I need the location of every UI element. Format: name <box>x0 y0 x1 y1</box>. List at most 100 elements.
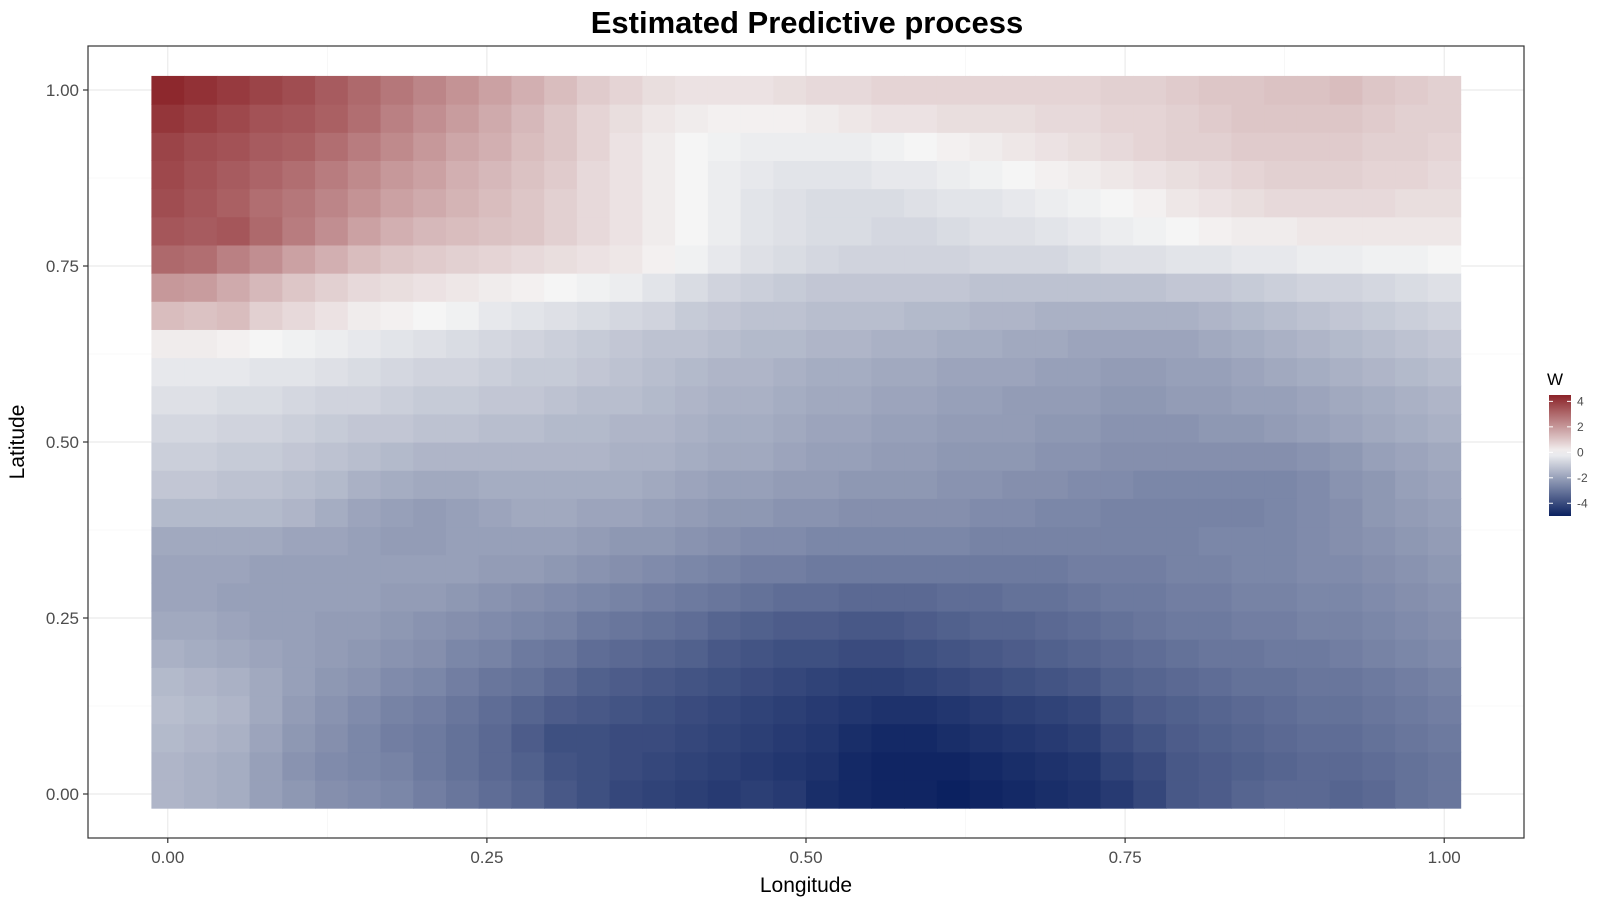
heatmap-cell <box>1296 582 1331 612</box>
heatmap-cell <box>1002 188 1036 218</box>
heatmap-cell <box>707 779 742 809</box>
heatmap-cell <box>445 779 480 809</box>
heatmap-cell <box>904 667 938 697</box>
heatmap-cell <box>871 639 905 668</box>
heatmap-cell <box>1035 104 1069 133</box>
heatmap-cell <box>1362 385 1396 415</box>
heatmap-cell <box>707 160 742 190</box>
heatmap-cell <box>413 667 447 697</box>
heatmap-cell <box>773 273 807 302</box>
heatmap-cell <box>1035 610 1069 640</box>
heatmap-cell <box>347 582 382 612</box>
heatmap-cell <box>1264 582 1298 612</box>
heatmap-cell <box>315 413 349 443</box>
heatmap-cell <box>1329 413 1363 443</box>
heatmap-cell <box>1427 498 1462 528</box>
heatmap-cell <box>1002 104 1036 133</box>
heatmap-cell <box>1067 751 1102 781</box>
heatmap-cell <box>806 470 840 499</box>
heatmap-cell <box>806 244 840 274</box>
heatmap-cell <box>838 301 873 330</box>
heatmap-cell <box>151 160 185 190</box>
heatmap-cell <box>936 723 971 753</box>
heatmap-cell <box>1231 188 1265 218</box>
heatmap-cell <box>478 160 513 190</box>
heatmap-cell <box>1133 104 1167 133</box>
heatmap-cell <box>1362 723 1396 753</box>
heatmap-cell <box>511 160 545 190</box>
heatmap-cell <box>1296 779 1331 809</box>
heatmap-cell <box>249 244 283 274</box>
heatmap-cell <box>151 329 185 359</box>
heatmap-cell <box>413 413 447 443</box>
heatmap-cell <box>609 639 643 668</box>
heatmap-cell <box>936 301 971 330</box>
heatmap-cell <box>1002 639 1036 668</box>
heatmap-cell <box>216 413 251 443</box>
heatmap-cell <box>1264 104 1298 133</box>
heatmap-cell <box>1362 132 1396 161</box>
heatmap-cell <box>969 216 1003 246</box>
heatmap-cell <box>707 554 742 584</box>
heatmap-cell <box>806 216 840 246</box>
heatmap-cell <box>1395 751 1429 781</box>
heatmap-cell <box>838 329 873 359</box>
heatmap-cell <box>642 216 676 246</box>
heatmap-cell <box>1067 132 1102 161</box>
y-tick-label: 0.25 <box>46 609 79 628</box>
heatmap-cell <box>969 244 1003 274</box>
heatmap-cell <box>1296 610 1331 640</box>
heatmap-cell <box>609 132 643 161</box>
heatmap-cell <box>1067 357 1102 387</box>
heatmap-cell <box>1427 301 1462 330</box>
heatmap-cell <box>936 610 971 640</box>
heatmap-cell <box>740 751 774 781</box>
heatmap-cell <box>1002 244 1036 274</box>
heatmap-cell <box>1002 413 1036 443</box>
heatmap-cell <box>904 413 938 443</box>
heatmap-cell <box>1231 554 1265 584</box>
heatmap-cell <box>1427 413 1462 443</box>
heatmap-cell <box>1100 751 1134 781</box>
x-tick-label: 0.75 <box>1109 848 1142 867</box>
heatmap-cell <box>609 273 643 302</box>
heatmap-cell <box>1231 751 1265 781</box>
heatmap-cell <box>151 498 185 528</box>
heatmap-cell <box>642 639 676 668</box>
heatmap-cell <box>576 610 611 640</box>
heatmap-cell <box>478 695 513 725</box>
heatmap-cell <box>773 470 807 499</box>
heatmap-cell <box>969 132 1003 161</box>
heatmap-cell <box>315 751 349 781</box>
y-axis: 0.00 0.25 0.50 0.75 1.00 <box>46 81 88 804</box>
heatmap-cell <box>1133 498 1167 528</box>
heatmap-cell <box>1362 779 1396 809</box>
heatmap-cell <box>1231 273 1265 302</box>
heatmap-cell <box>478 301 513 330</box>
heatmap-cell <box>806 104 840 133</box>
heatmap-cell <box>1100 498 1134 528</box>
heatmap-cell <box>1166 273 1200 302</box>
heatmap-cell <box>1002 610 1036 640</box>
heatmap-cell <box>478 751 513 781</box>
heatmap-cell <box>576 751 611 781</box>
heatmap-cell <box>838 779 873 809</box>
heatmap-cell <box>1067 554 1102 584</box>
heatmap-cell <box>871 695 905 725</box>
heatmap-cell <box>707 667 742 697</box>
heatmap-cell <box>969 301 1003 330</box>
heatmap-cell <box>511 301 545 330</box>
heatmap-cell <box>707 244 742 274</box>
heatmap-cell <box>413 357 447 387</box>
heatmap-cell <box>1296 188 1331 218</box>
heatmap-cell <box>675 639 709 668</box>
heatmap-cell <box>1198 75 1233 105</box>
heatmap-cell <box>1100 582 1134 612</box>
heatmap-cell <box>969 329 1003 359</box>
heatmap-cell <box>1395 610 1429 640</box>
x-tick-label: 0.25 <box>470 848 503 867</box>
heatmap-cell <box>282 385 316 415</box>
heatmap-cell <box>478 385 513 415</box>
heatmap-cell <box>151 216 185 246</box>
heatmap-cell <box>1166 554 1200 584</box>
